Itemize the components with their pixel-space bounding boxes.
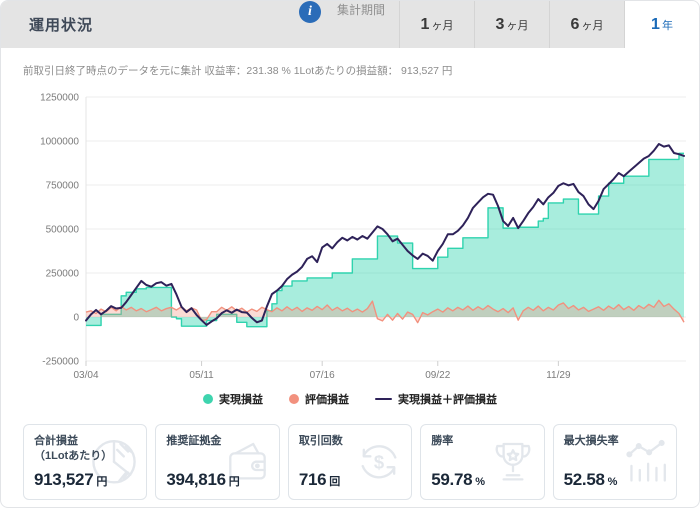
svg-text:07/16: 07/16	[310, 370, 335, 381]
navy-line-icon	[375, 397, 392, 401]
legend-realized-pl: 実現損益	[203, 391, 263, 407]
tab-1month[interactable]: 1 ヶ月	[399, 1, 474, 48]
tab-3month-number: 3	[495, 15, 505, 33]
svg-text:750000: 750000	[46, 181, 80, 192]
performance-chart: 1250000 1000000 750000 500000 250000 0 -250000…	[40, 93, 686, 381]
tab-1year-number: 1	[651, 15, 660, 33]
tab-6month-unit: ヶ月	[581, 19, 604, 32]
card-win-rate-label: 勝率	[431, 435, 454, 447]
bar-chart-icon	[620, 437, 670, 492]
svg-text:11/29: 11/29	[546, 370, 571, 381]
card-total-pl-value: 913,527	[34, 470, 94, 489]
card-recommended-margin-unit: 円	[228, 476, 240, 488]
card-total-pl-label: 合計損益 （1Lotあたり）	[34, 435, 113, 463]
svg-text:-250000: -250000	[42, 357, 79, 368]
header-left: 運用状況	[1, 1, 299, 48]
tab-1month-unit: ヶ月	[431, 19, 454, 32]
currency-cycle-icon: $	[353, 436, 405, 493]
card-win-rate: 勝率 59.78 %	[420, 424, 545, 500]
tab-6month-number: 6	[570, 15, 580, 33]
page-title: 運用状況	[29, 17, 94, 34]
period-label: 集計期間	[336, 3, 385, 17]
tab-1month-number: 1	[420, 15, 430, 33]
svg-text:09/22: 09/22	[425, 370, 450, 381]
card-total-pl-unit: 円	[96, 476, 108, 488]
tab-3month[interactable]: 3 ヶ月	[474, 1, 549, 48]
legend-total-pl: 実現損益＋評価損益	[375, 391, 497, 407]
info-icon[interactable]: i	[298, 1, 321, 23]
card-trade-count-unit: 回	[329, 476, 341, 488]
legend-realized-pl-label: 実現損益	[219, 394, 263, 406]
svg-text:1000000: 1000000	[40, 137, 79, 148]
card-trade-count-label: 取引回数	[298, 435, 343, 447]
card-trade-count: 取引回数 716 回 $	[287, 424, 413, 500]
svg-text:0: 0	[73, 313, 79, 324]
card-max-loss-rate: 最大損失率 52.58 %	[552, 424, 678, 500]
chart-subtitle: 前取引日終了時点のデータを元に集計 収益率：231.38 % 1Lotあたりの損…	[23, 65, 453, 77]
svg-text:500000: 500000	[46, 225, 80, 236]
card-max-loss-rate-label: 最大損失率	[563, 435, 619, 447]
trophy-icon	[488, 437, 538, 492]
card-trade-count-value: 716	[298, 470, 327, 489]
card-recommended-margin-label: 推奨証拠金	[166, 435, 222, 447]
teal-dot-icon	[203, 394, 213, 404]
pie-chart-icon	[88, 436, 140, 493]
card-max-loss-rate-value: 52.58	[563, 470, 605, 489]
legend-valuation-pl: 評価損益	[289, 391, 349, 407]
salmon-dot-icon	[289, 394, 299, 404]
tab-6month[interactable]: 6 ヶ月	[549, 1, 624, 48]
card-recommended-margin: 推奨証拠金 394,816 円	[155, 424, 280, 500]
card-win-rate-unit: %	[475, 476, 486, 488]
svg-text:05/11: 05/11	[189, 370, 214, 381]
legend-valuation-pl-label: 評価損益	[305, 394, 349, 406]
svg-text:250000: 250000	[46, 269, 80, 280]
card-recommended-margin-value: 394,816	[166, 470, 226, 489]
svg-text:$: $	[374, 451, 384, 472]
stats-cards: 合計損益 （1Lotあたり） 913,527 円 推奨証拠金 394,816	[1, 408, 699, 500]
card-max-loss-rate-unit: %	[607, 476, 618, 488]
legend-total-pl-label: 実現損益＋評価損益	[398, 394, 497, 406]
wallet-icon	[223, 437, 273, 492]
tab-3month-unit: ヶ月	[506, 19, 529, 32]
svg-text:03/04: 03/04	[73, 370, 98, 381]
chart-legend: 実現損益 評価損益 実現損益＋評価損益	[1, 390, 699, 408]
card-win-rate-value: 59.78	[431, 470, 473, 489]
tab-1year-unit: 年	[661, 19, 673, 32]
card-total-pl: 合計損益 （1Lotあたり） 913,527 円	[23, 424, 148, 500]
svg-text:1250000: 1250000	[40, 93, 79, 104]
